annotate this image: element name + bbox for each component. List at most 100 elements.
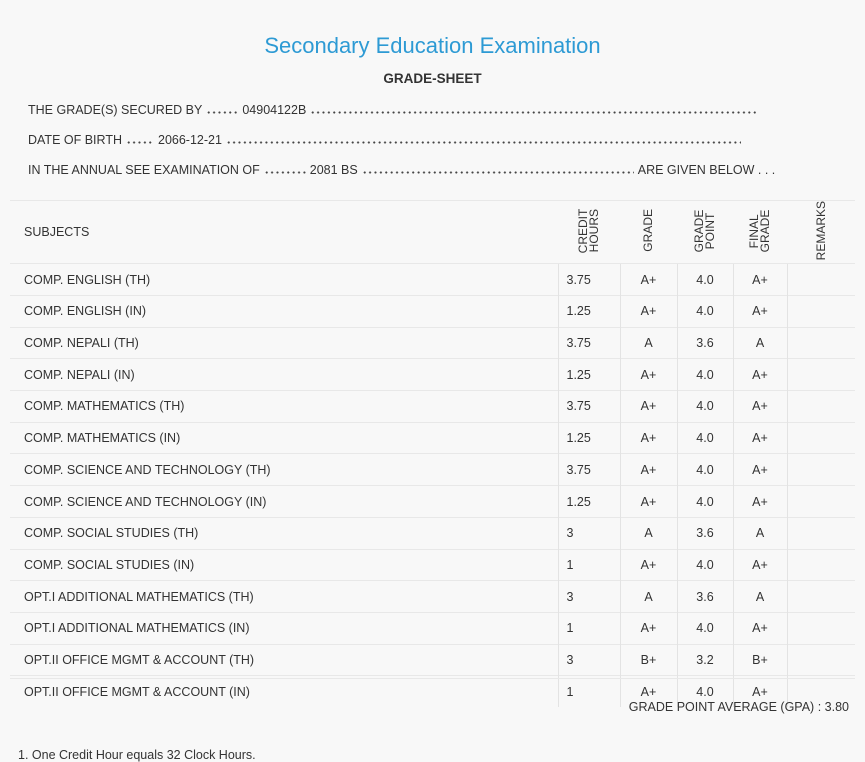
cell: A+ (619, 358, 677, 391)
leader (206, 111, 239, 114)
leader (310, 111, 759, 114)
info-suffix: ARE GIVEN BELOW . . . (637, 163, 776, 177)
cell: 3 (557, 516, 620, 550)
cell: OPT.II OFFICE MGMT & ACCOUNT (TH) (10, 643, 558, 676)
cell: 1.25 (557, 358, 620, 391)
table-row: OPT.II OFFICE MGMT & ACCOUNT (TH) 3 B+ 3.2 B… (10, 643, 855, 676)
info-line: THE GRADE(S) SECURED BY 04904122B (28, 103, 762, 117)
leader (361, 171, 634, 174)
header-row: SUBJECTS CREDIT HOURS GRADE GRADE POINT FINA… (10, 199, 855, 264)
remarks-cell (786, 675, 855, 707)
table-row: OPT.I ADDITIONAL MATHEMATICS (IN) 1 A+ 4.0 A… (10, 611, 855, 645)
cell: OPT.II OFFICE MGMT & ACCOUNT (IN) (10, 675, 558, 707)
cell: COMP. MATHEMATICS (IN) (10, 421, 558, 454)
note: 1. One Credit Hour equals 32 Clock Hours… (18, 748, 256, 762)
cell: A+ (732, 295, 787, 328)
info-line: DATE OF BIRTH 2066-12-21 (28, 133, 745, 147)
column-header: REMARKS (787, 199, 855, 264)
table-row: COMP. MATHEMATICS (TH) 3.75 A+ 4.0 A+ (10, 390, 855, 423)
cell: COMP. SOCIAL STUDIES (TH) (10, 516, 558, 550)
remarks-cell (786, 358, 855, 391)
cell: A+ (732, 611, 787, 645)
remarks-cell (786, 326, 855, 359)
cell: COMP. NEPALI (IN) (10, 358, 558, 391)
cell: 3.75 (557, 453, 620, 486)
cell: 4.0 (676, 611, 733, 645)
cell: A+ (619, 611, 677, 645)
cell: A+ (732, 485, 787, 518)
info-value: 04904122B (242, 103, 307, 117)
cell: 3.6 (676, 516, 733, 550)
cell: 4.0 (676, 548, 733, 581)
remarks-cell (786, 611, 855, 645)
leader (126, 141, 154, 144)
cell: 1 (557, 611, 620, 645)
cell: 4.0 (676, 295, 733, 328)
cell: COMP. SCIENCE AND TECHNOLOGY (TH) (10, 453, 558, 486)
cell: 4.0 (676, 390, 733, 423)
grade-table: SUBJECTS CREDIT HOURS GRADE GRADE POINT FINA… (10, 199, 855, 707)
cell: A (619, 516, 677, 550)
cell: A (732, 580, 787, 613)
cell: 3.6 (676, 580, 733, 613)
cell: 1 (557, 548, 620, 581)
cell: OPT.I ADDITIONAL MATHEMATICS (IN) (10, 611, 558, 645)
cell: COMP. SCIENCE AND TECHNOLOGY (IN) (10, 485, 558, 518)
info-label: IN THE ANNUAL SEE EXAMINATION OF (28, 163, 260, 177)
cell: A+ (619, 263, 677, 296)
table-row: COMP. SOCIAL STUDIES (TH) 3 A 3.6 A (10, 516, 855, 550)
column-header-text: REMARKS (813, 201, 828, 261)
remarks-cell (786, 295, 855, 328)
cell: A (619, 326, 677, 359)
cell: A (732, 326, 787, 359)
table-row: COMP. ENGLISH (TH) 3.75 A+ 4.0 A+ (10, 263, 855, 296)
cell: COMP. NEPALI (TH) (10, 326, 558, 359)
cell: A+ (619, 453, 677, 486)
column-header-text: FINAL GRADE (747, 209, 772, 253)
table-body: COMP. ENGLISH (TH) 3.75 A+ 4.0 A+ COMP. ENGLI… (10, 263, 855, 707)
remarks-cell (786, 485, 855, 518)
table-row: OPT.II OFFICE MGMT & ACCOUNT (IN) 1 A+ 4.0 A… (10, 675, 855, 707)
cell: COMP. SOCIAL STUDIES (IN) (10, 548, 558, 581)
table-row: COMP. SCIENCE AND TECHNOLOGY (TH) 3.75 A+ 4… (10, 453, 855, 486)
table-row: COMP. SOCIAL STUDIES (IN) 1 A+ 4.0 A+ (10, 548, 855, 581)
remarks-cell (786, 643, 855, 676)
remarks-cell (786, 580, 855, 613)
gpa-value: 3.80 (824, 700, 849, 714)
cell: 3 (557, 580, 620, 613)
cell: A+ (732, 421, 787, 454)
cell: 1.25 (557, 421, 620, 454)
subtitle: GRADE-SHEET (383, 71, 482, 86)
table-row: COMP. MATHEMATICS (IN) 1.25 A+ 4.0 A+ (10, 421, 855, 454)
cell: 3.75 (557, 390, 620, 423)
title: Secondary Education Examination (264, 33, 601, 58)
cell: 3 (557, 643, 620, 676)
cell: 1 (557, 675, 620, 707)
cell: A+ (619, 295, 677, 328)
cell: A+ (732, 548, 787, 581)
remarks-cell (786, 453, 855, 486)
remarks-cell (786, 516, 855, 550)
gpa-label: GRADE POINT AVERAGE (GPA) : (628, 700, 822, 714)
table-row: OPT.I ADDITIONAL MATHEMATICS (TH) 3 A 3.6 A (10, 580, 855, 613)
cell: OPT.I ADDITIONAL MATHEMATICS (TH) (10, 580, 558, 613)
cell: A+ (619, 421, 677, 454)
cell: COMP. ENGLISH (IN) (10, 295, 558, 328)
remarks-cell (786, 263, 855, 296)
cell: 3.75 (557, 326, 620, 359)
cell: B+ (732, 643, 787, 676)
cell: 3.2 (676, 643, 733, 676)
column-header: FINAL GRADE (733, 199, 787, 264)
column-header: CREDIT HOURS (558, 199, 620, 264)
cell: 4.0 (676, 263, 733, 296)
cell: 1.25 (557, 295, 620, 328)
cell: 3.6 (676, 326, 733, 359)
table-row: COMP. SCIENCE AND TECHNOLOGY (IN) 1.25 A+ 4… (10, 485, 855, 518)
cell: 4.0 (676, 675, 733, 707)
cell: 4.0 (676, 358, 733, 391)
gpa: GRADE POINT AVERAGE (GPA) : 3.80 (629, 700, 849, 714)
table-row: COMP. ENGLISH (IN) 1.25 A+ 4.0 A+ (10, 295, 855, 328)
cell: A+ (619, 390, 677, 423)
table-row: COMP. NEPALI (IN) 1.25 A+ 4.0 A+ (10, 358, 855, 391)
